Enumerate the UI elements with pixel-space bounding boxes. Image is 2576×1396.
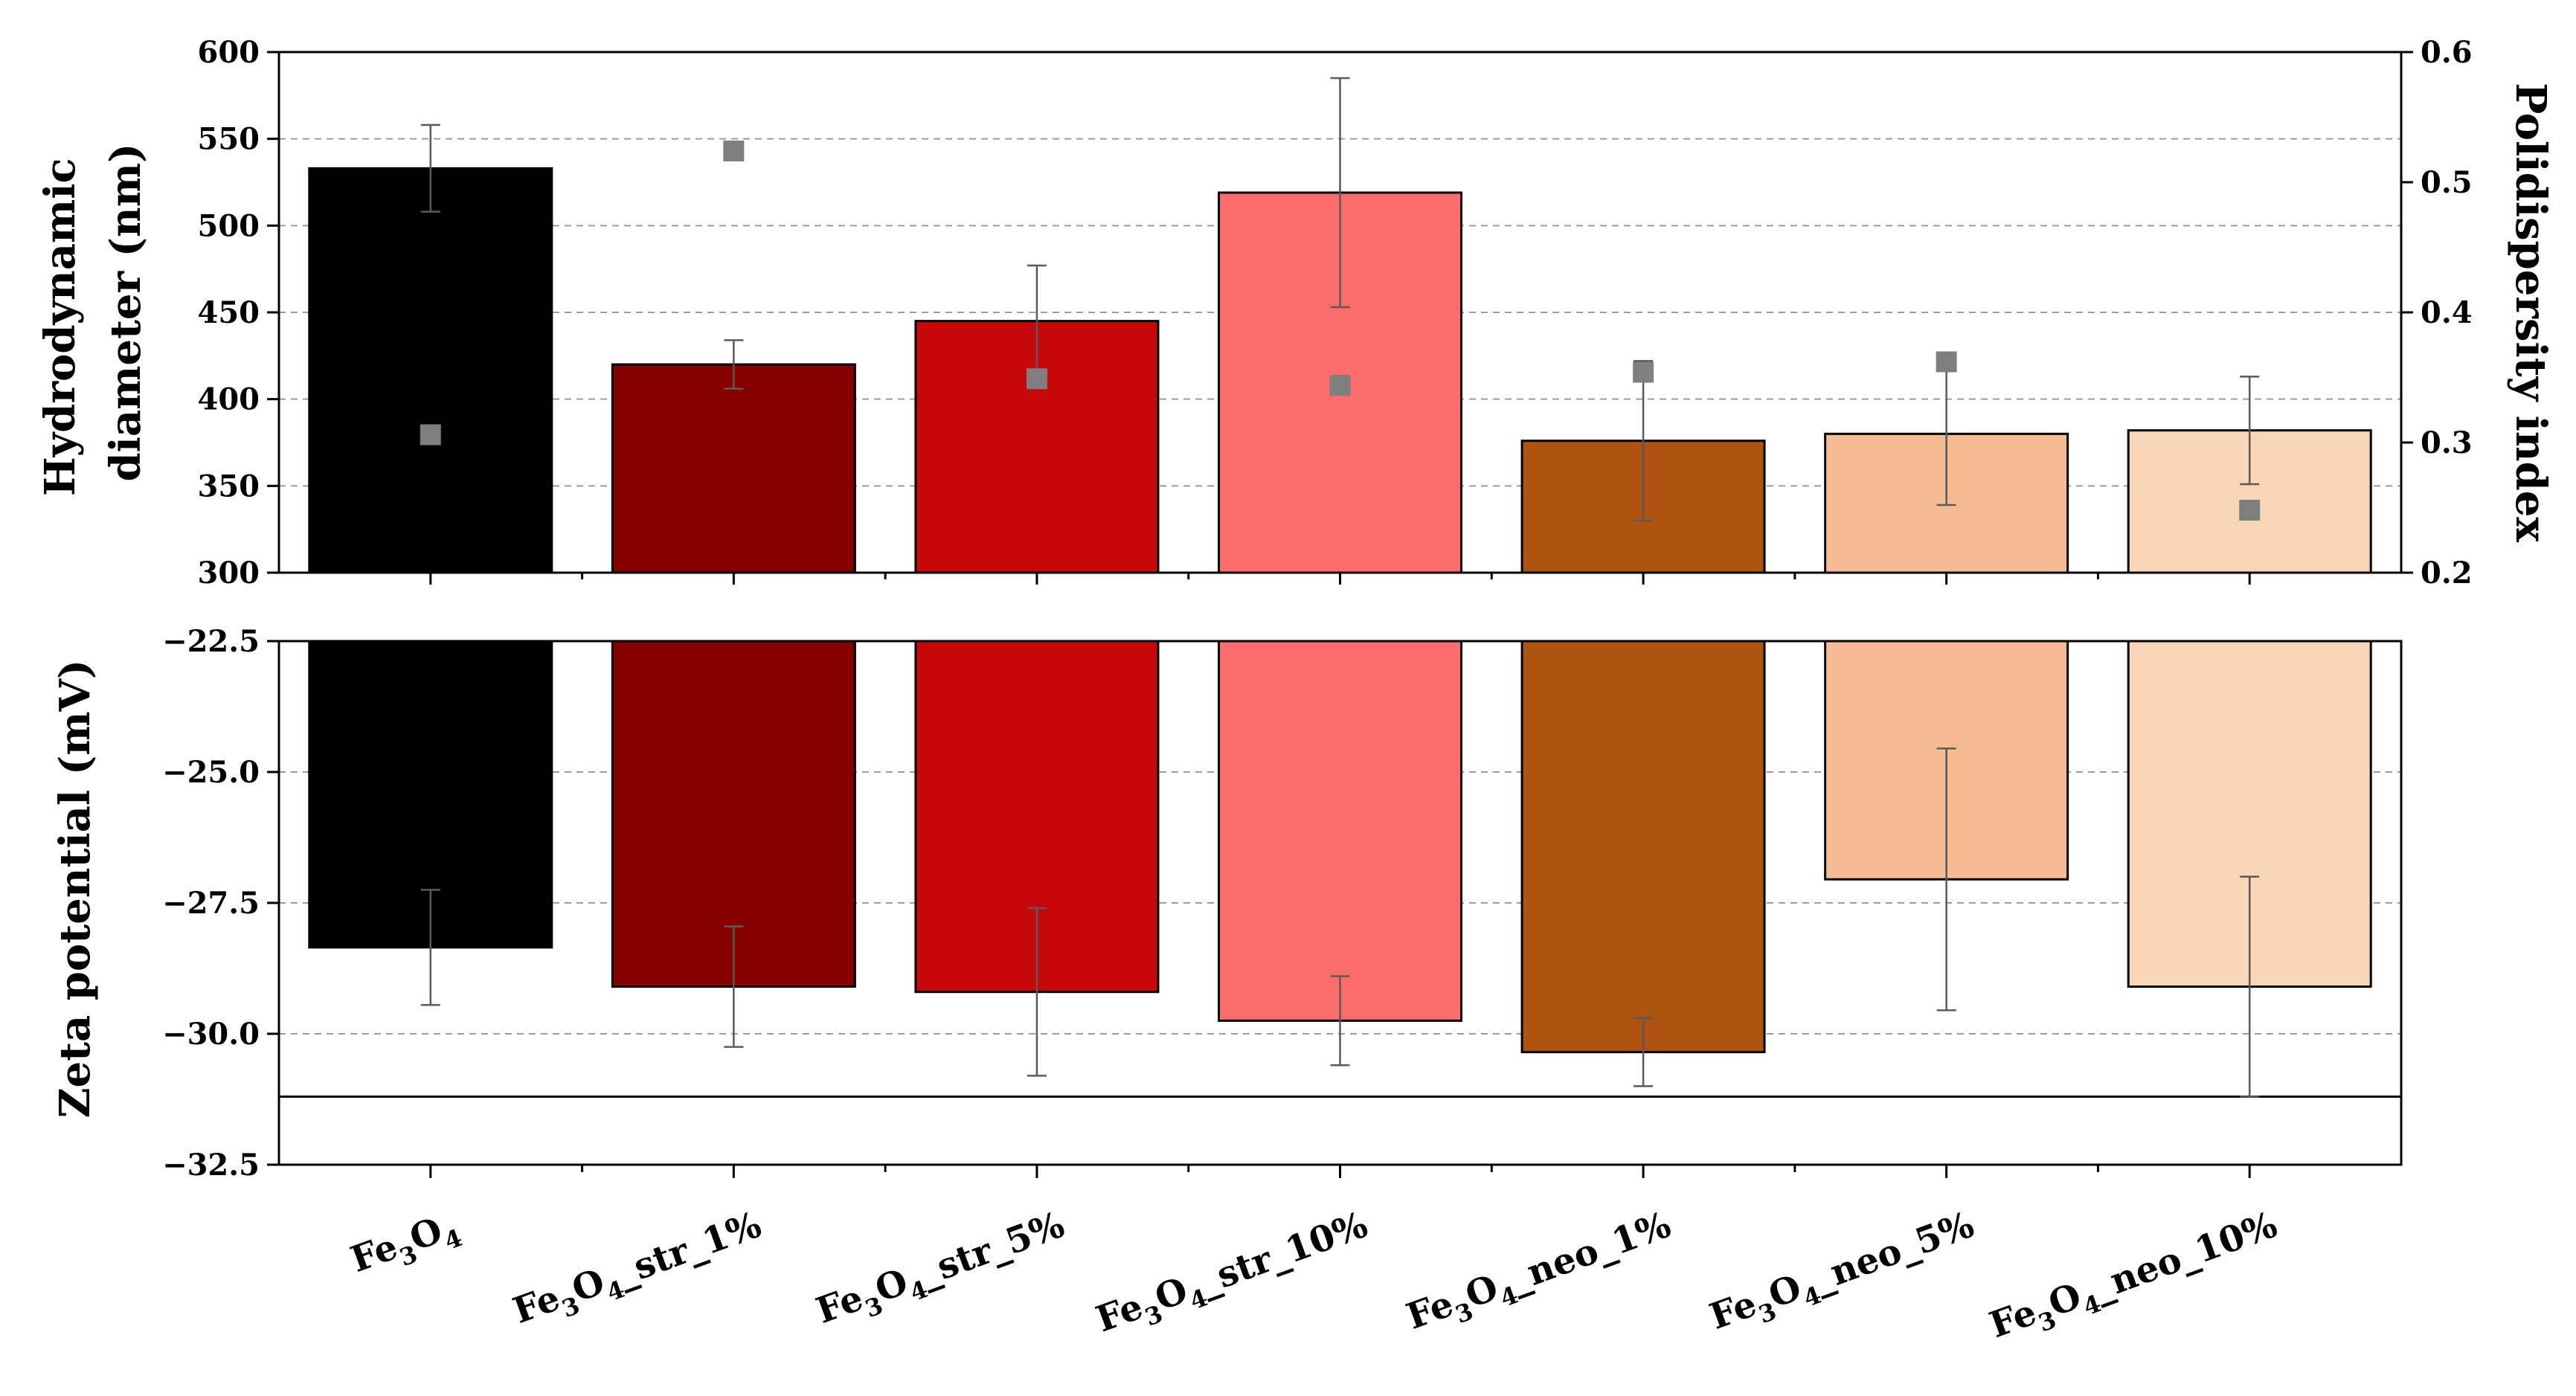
bottom-y-tick-label: −22.5 — [162, 624, 260, 659]
pdi-point — [723, 141, 745, 161]
category-label: Fe3O4_neo_10% — [1984, 1204, 2284, 1354]
top-y2-tick-label: 0.4 — [2421, 295, 2473, 330]
diameter-bar — [308, 167, 553, 574]
bottom-panel: −22.5 −25.0 −27.5 −30.0 −32.5 — [162, 624, 2403, 1183]
category-label-part: Fe — [1401, 1283, 1459, 1338]
category-label: Fe3O4 — [345, 1204, 466, 1288]
top-right-y-axis-label: Polidispersity index — [2506, 83, 2555, 542]
diameter-bar — [611, 363, 856, 574]
top-y2-tick-label: 0.2 — [2421, 556, 2473, 591]
top-y-axis-label-line2: diameter (nm) — [101, 143, 150, 481]
category-label-part: Fe — [1091, 1286, 1148, 1341]
bottom-y-tick-label: −30.0 — [162, 1017, 260, 1052]
category-label-part: Fe — [508, 1277, 565, 1332]
category-label: Fe3O4_neo_5% — [1704, 1204, 1982, 1345]
top-frame — [277, 51, 2403, 574]
top-y-tick-label: 300 — [198, 556, 260, 591]
pdi-point — [1329, 375, 1351, 396]
bottom-y-tick-label: −32.5 — [162, 1148, 260, 1183]
pdi-point — [1633, 361, 1654, 383]
pdi-point — [420, 424, 441, 446]
top-y2-tick-label: 0.5 — [2421, 165, 2473, 200]
top-panel: 300 350 400 450 500 550 600 0.2 0.3 0.4 0.5 0.6 — [198, 35, 2473, 591]
top-y-tick-label: 500 — [198, 208, 260, 243]
top-y-tick-label: 400 — [198, 382, 260, 417]
category-label-part: 4 — [440, 1223, 466, 1255]
category-label-part: Fe — [1984, 1291, 2041, 1346]
top-y-axis-label-line1: Hydrodynamic — [36, 158, 85, 496]
category-label-part: _neo_5% — [1808, 1204, 1979, 1300]
category-label-part: Fe — [1704, 1283, 1761, 1338]
pdi-point — [1936, 351, 1957, 373]
zeta-bar — [1520, 640, 1766, 1054]
category-label-part: _neo_1% — [1505, 1204, 1676, 1300]
top-y-tick-label: 350 — [198, 469, 260, 504]
top-y-tick-label: 550 — [198, 122, 260, 157]
bottom-y-tick-label: −25.0 — [162, 755, 260, 790]
bottom-y-tick-label: −27.5 — [162, 886, 260, 921]
category-label-part: _neo_10% — [2088, 1204, 2282, 1309]
top-y2-tick-label: 0.3 — [2421, 425, 2473, 460]
bottom-y-axis-label: Zeta potential (mV) — [51, 660, 100, 1119]
category-label-part: Fe — [345, 1226, 402, 1281]
category-label: Fe3O4_str_1% — [508, 1204, 769, 1339]
bottom-frame — [277, 640, 2403, 1166]
category-label: Fe3O4_str_10% — [1091, 1204, 1375, 1348]
category-label: Fe3O4_neo_1% — [1401, 1204, 1679, 1345]
category-label-part: _str_1% — [611, 1204, 767, 1295]
pdi-point — [2239, 500, 2261, 521]
x-axis-labels: Fe3O4 Fe3O4_str_1% Fe3O4_str_5%Fe3O4_str_1… — [345, 1204, 2284, 1354]
zeta-bar — [1218, 640, 1462, 1022]
category-label-part: Fe — [811, 1277, 868, 1332]
category-label-part: _str_5% — [915, 1204, 1070, 1295]
top-y2-tick-label: 0.6 — [2421, 35, 2473, 70]
top-y-axis-label: Hydrodynamic diameter (nm) — [36, 143, 150, 496]
category-label-part: _str_10% — [1195, 1204, 1373, 1303]
top-y-tick-label: 600 — [198, 35, 260, 70]
pdi-point — [1026, 368, 1047, 390]
top-y-tick-label: 450 — [198, 295, 260, 330]
category-label: Fe3O4_str_5% — [811, 1204, 1072, 1339]
